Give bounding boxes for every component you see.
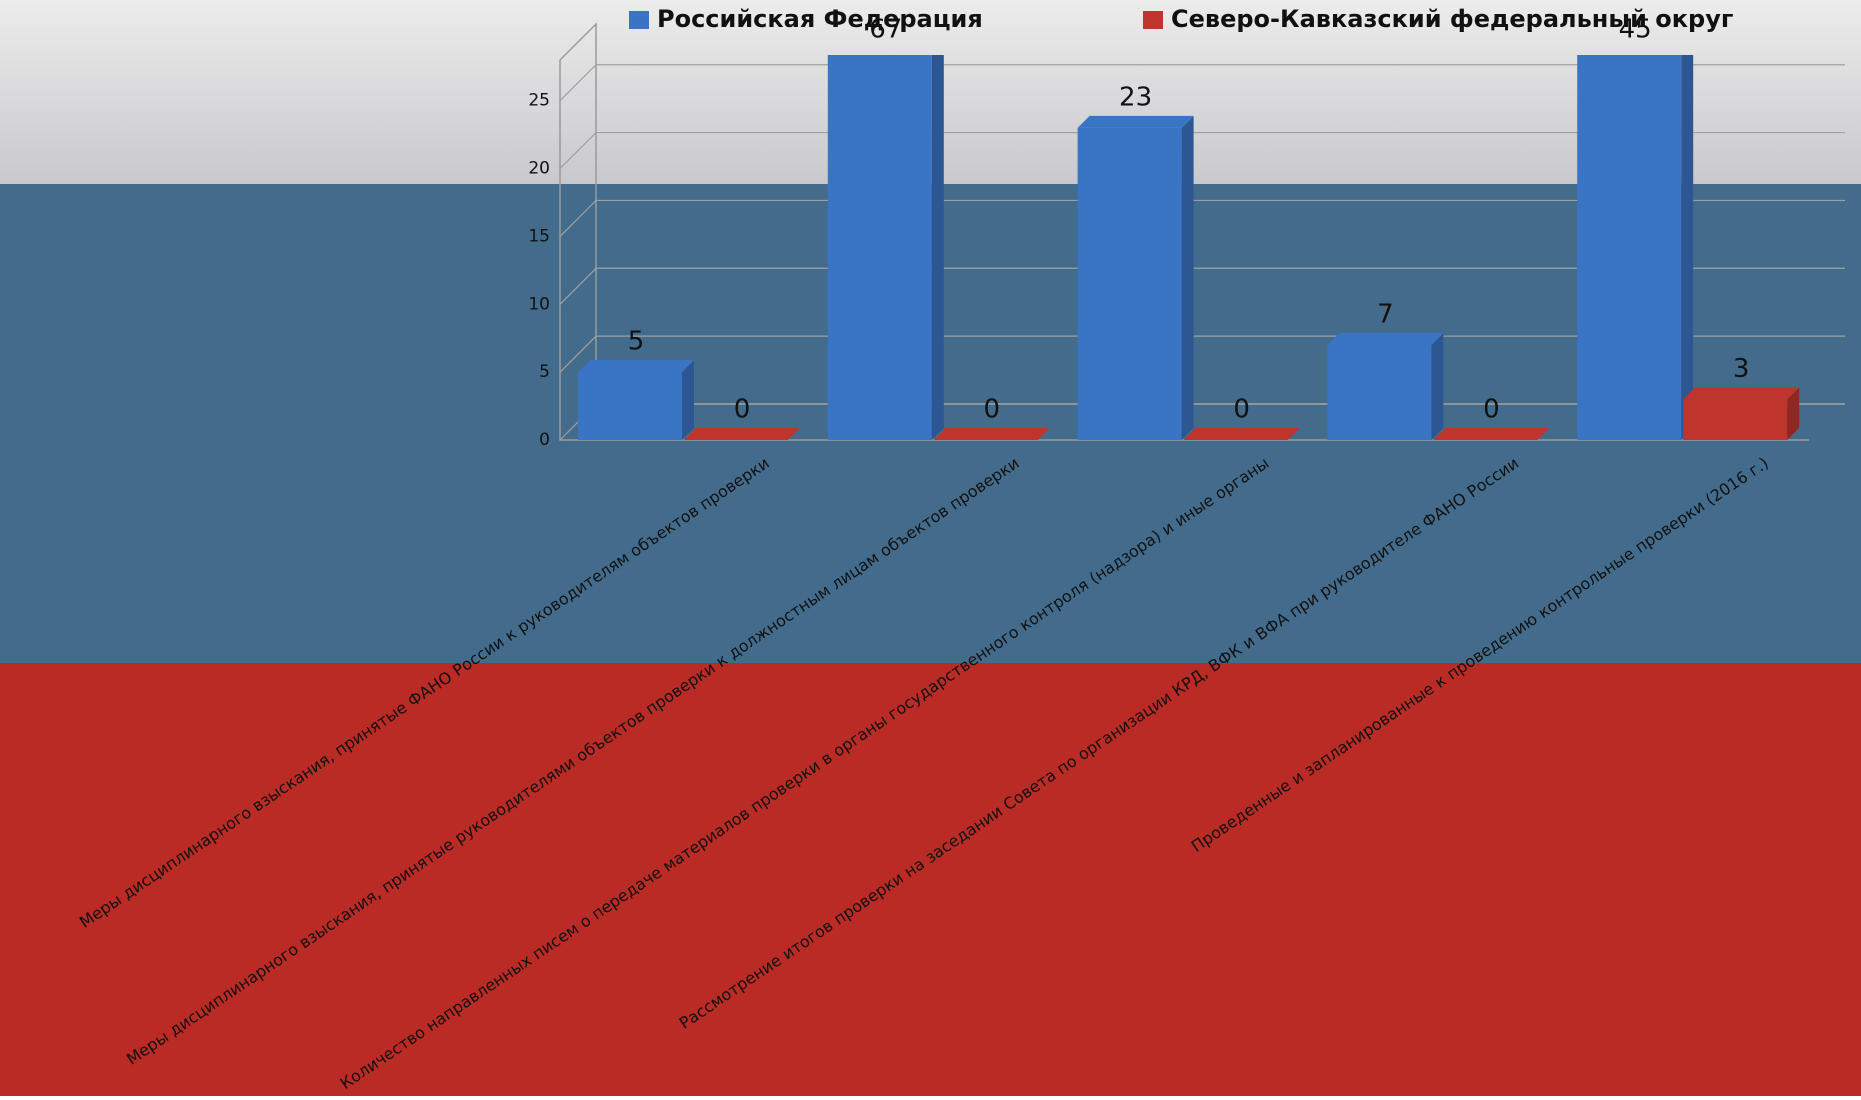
bar-front xyxy=(1577,55,1682,441)
value-label: 0 xyxy=(1233,395,1250,425)
bar-top xyxy=(1327,333,1444,345)
bar xyxy=(1577,55,1694,441)
bar-front xyxy=(1327,345,1432,440)
bar-side xyxy=(1431,333,1444,440)
y-tick-label: 15 xyxy=(528,226,550,246)
grid-line xyxy=(559,267,1845,305)
bar xyxy=(827,55,944,440)
bar xyxy=(1327,333,1444,440)
bar-side xyxy=(1787,387,1800,440)
bar-front xyxy=(578,372,682,440)
bar-top xyxy=(1433,428,1550,440)
legend-swatch xyxy=(1143,11,1163,29)
bar-front xyxy=(1683,399,1788,440)
bar xyxy=(1077,115,1194,440)
bar-top xyxy=(933,428,1050,440)
y-tick-label: 5 xyxy=(539,362,550,382)
y-tick-label: 25 xyxy=(528,91,550,111)
legend-swatch xyxy=(629,11,649,29)
bars xyxy=(578,55,1800,441)
grid-line xyxy=(559,199,1845,237)
bar-top xyxy=(578,360,694,373)
flag-red xyxy=(0,663,1861,1096)
y-tick-label: 10 xyxy=(528,294,550,314)
bar xyxy=(684,428,800,440)
value-label: 23 xyxy=(1119,82,1152,112)
bar-front xyxy=(827,55,932,440)
value-label: 3 xyxy=(1733,354,1750,384)
bar xyxy=(933,428,1050,440)
grid-line xyxy=(559,131,1845,169)
bar-side xyxy=(1181,115,1194,440)
value-label: 0 xyxy=(734,395,751,425)
bar xyxy=(1433,428,1550,440)
bar xyxy=(1683,387,1800,440)
value-label: 0 xyxy=(1483,395,1500,425)
value-label: 67 xyxy=(869,15,902,45)
bar-side xyxy=(682,360,694,440)
bar-side xyxy=(1681,55,1694,440)
value-label: 45 xyxy=(1619,15,1652,45)
y-tick-label: 20 xyxy=(528,159,550,179)
bar-top xyxy=(1683,387,1800,400)
bar-top xyxy=(1183,428,1300,440)
value-label: 5 xyxy=(628,327,645,357)
legend-label: Российская Федерация xyxy=(657,5,983,33)
value-label: 0 xyxy=(984,395,1001,425)
bar-front xyxy=(1077,127,1182,440)
bar-top xyxy=(684,428,800,440)
y-tick-label: 0 xyxy=(539,430,550,450)
bar-side xyxy=(931,55,944,440)
legend-label: Северо-Кавказский федеральный округ xyxy=(1171,5,1733,33)
bar xyxy=(578,360,694,440)
value-label: 7 xyxy=(1377,300,1394,330)
bar xyxy=(1183,428,1300,440)
bar-top xyxy=(1077,115,1194,128)
grid-line xyxy=(559,64,1845,102)
